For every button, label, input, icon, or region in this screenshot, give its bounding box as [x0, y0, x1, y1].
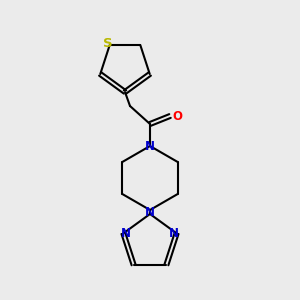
Text: N: N [145, 140, 155, 152]
Text: O: O [172, 110, 182, 122]
Text: S: S [103, 38, 112, 50]
Text: N: N [122, 227, 131, 240]
Text: N: N [169, 227, 178, 240]
Text: N: N [145, 206, 155, 220]
